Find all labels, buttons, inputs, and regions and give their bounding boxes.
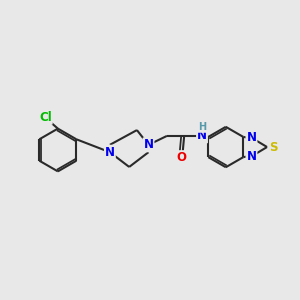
Text: N: N [247,131,256,144]
Text: Cl: Cl [39,111,52,124]
Text: N: N [197,129,207,142]
Text: H: H [198,122,206,132]
Text: N: N [143,138,154,151]
Text: N: N [105,146,115,159]
Text: S: S [269,140,277,154]
Text: N: N [247,150,256,163]
Text: O: O [176,151,186,164]
